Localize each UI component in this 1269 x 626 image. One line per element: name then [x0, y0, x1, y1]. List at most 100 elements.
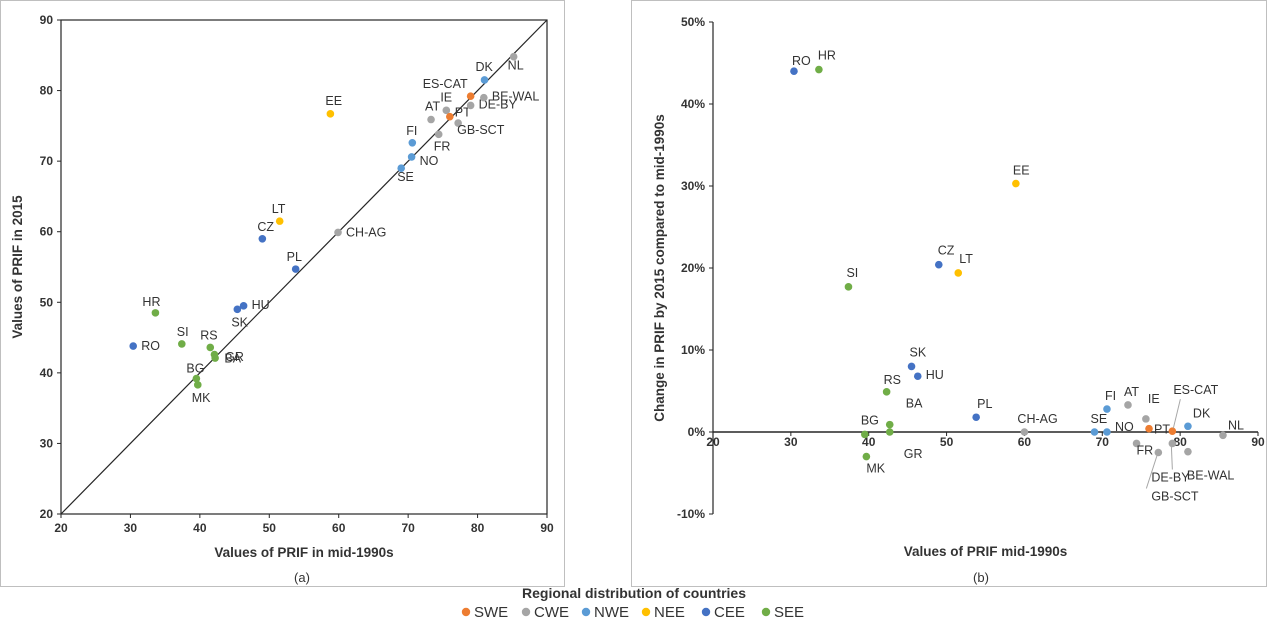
- legend-title: Regional distribution of countries: [522, 585, 746, 601]
- panel-b-frame: [631, 0, 1267, 587]
- point-label-sk: SK: [910, 345, 927, 359]
- point-label-no: NO: [420, 154, 439, 168]
- point-gr: [885, 428, 894, 436]
- point-pt: [446, 112, 454, 121]
- legend-marker-nee: [641, 607, 651, 617]
- point-fr: [1132, 439, 1141, 448]
- point-be-wal: [1184, 447, 1192, 456]
- y-tick-label: 60: [40, 225, 54, 239]
- point-nl: [509, 52, 518, 61]
- x-tick-label: 30: [784, 435, 798, 449]
- y-tick-label: 20%: [681, 261, 705, 275]
- panel-b-tag: (b): [973, 570, 989, 585]
- y-axis-title: Values of PRIF in 2015: [10, 195, 25, 339]
- legend-marker-cwe: [521, 607, 531, 617]
- point-dk: [1184, 422, 1192, 431]
- legend-marker-cee: [701, 607, 711, 617]
- point-pt: [1145, 424, 1153, 433]
- legend-label-cee: CEE: [714, 604, 745, 621]
- y-tick-label: 10%: [681, 343, 705, 357]
- point-label-cz: CZ: [938, 244, 955, 258]
- legend-label-nwe: NWE: [594, 604, 629, 621]
- point-mk: [193, 381, 202, 389]
- y-axis-title: Change in PRIF by 2015 compared to mid-1…: [652, 114, 667, 422]
- x-tick-label: 70: [401, 521, 415, 535]
- point-no: [407, 153, 416, 161]
- x-tick-label: 50: [940, 435, 954, 449]
- point-label-mk: MK: [866, 462, 885, 476]
- point-label-ch-ag: CH-AG: [346, 225, 386, 239]
- leader-line-es-cat: [1172, 399, 1181, 429]
- y-tick-label: 90: [40, 13, 54, 27]
- point-label-de-by: DE-BY: [1151, 470, 1190, 484]
- point-at: [1124, 401, 1132, 409]
- point-label-gr: GR: [904, 447, 923, 461]
- y-tick-label: 80: [40, 84, 54, 98]
- y-tick-label: 50%: [681, 15, 705, 29]
- point-ie: [1142, 415, 1150, 423]
- x-tick-label: 80: [471, 521, 485, 535]
- point-label-sk: SK: [231, 315, 248, 329]
- point-si: [178, 340, 186, 348]
- point-label-fi: FI: [406, 124, 417, 138]
- point-label-hr: HR: [142, 295, 160, 309]
- panel-a-tag: (a): [294, 570, 310, 585]
- point-label-hr: HR: [818, 49, 836, 63]
- x-tick-label: 30: [124, 521, 138, 535]
- point-label-ch-ag: CH-AG: [1017, 412, 1057, 426]
- point-label-nl: NL: [508, 59, 524, 73]
- point-label-lt: LT: [272, 202, 286, 216]
- point-label-at: AT: [425, 100, 440, 114]
- point-ee: [1012, 179, 1020, 188]
- point-ro: [790, 67, 798, 75]
- point-be-wal: [480, 93, 488, 102]
- point-label-nl: NL: [1228, 418, 1244, 432]
- point-label-no: NO: [1115, 420, 1134, 434]
- point-label-fr: FR: [434, 139, 451, 153]
- x-tick-label: 90: [1251, 435, 1265, 449]
- point-label-lt: LT: [959, 252, 973, 266]
- y-tick-label: 30%: [681, 179, 705, 193]
- legend-marker-see: [761, 607, 771, 617]
- point-dk: [480, 76, 489, 84]
- x-tick-label: 40: [193, 521, 207, 535]
- point-de-by: [466, 101, 475, 110]
- y-tick-label: 40: [40, 366, 54, 380]
- point-hr: [815, 65, 823, 74]
- point-es-cat: [466, 92, 475, 101]
- panel-a-chart: 20 30 40 50 60 70 80 90 20 30 40 50 60 70 80 90 Values o…: [10, 13, 554, 560]
- point-ee: [326, 110, 335, 118]
- point-es-cat: [1168, 427, 1177, 435]
- x-tick-label: 60: [1018, 435, 1032, 449]
- y-tick-label: 70: [40, 154, 54, 168]
- x-tick-label: 90: [540, 521, 554, 535]
- x-tick-label: 60: [332, 521, 346, 535]
- point-label-de-by: DE-BY: [479, 97, 518, 111]
- point-hu: [239, 302, 248, 310]
- point-hr: [151, 309, 160, 317]
- y-tick-label: 40%: [681, 97, 705, 111]
- point-ie: [442, 106, 451, 115]
- point-de-by: [1168, 439, 1177, 448]
- point-label-at: AT: [1124, 385, 1139, 399]
- y-tick-label: 0%: [688, 425, 706, 439]
- point-label-fi: FI: [1105, 389, 1116, 403]
- point-se: [397, 164, 406, 172]
- point-label-ro: RO: [792, 54, 811, 68]
- point-no: [1103, 428, 1111, 436]
- point-label-es-cat: ES-CAT: [423, 77, 468, 91]
- legend-label-see: SEE: [774, 604, 804, 621]
- x-axis-title: Values of PRIF mid-1990s: [904, 544, 1068, 559]
- point-hu: [913, 372, 922, 381]
- point-label-se: SE: [397, 170, 414, 184]
- point-label-pl: PL: [287, 250, 302, 264]
- legend-label-swe: SWE: [474, 604, 508, 621]
- point-label-dk: DK: [1193, 406, 1211, 420]
- point-label-si: SI: [846, 266, 858, 280]
- point-lt: [275, 217, 284, 225]
- point-label-es-cat: ES-CAT: [1173, 383, 1218, 397]
- point-label-se: SE: [1091, 412, 1108, 426]
- point-label-si: SI: [177, 325, 189, 339]
- point-label-be-wal: BE-WAL: [492, 90, 540, 104]
